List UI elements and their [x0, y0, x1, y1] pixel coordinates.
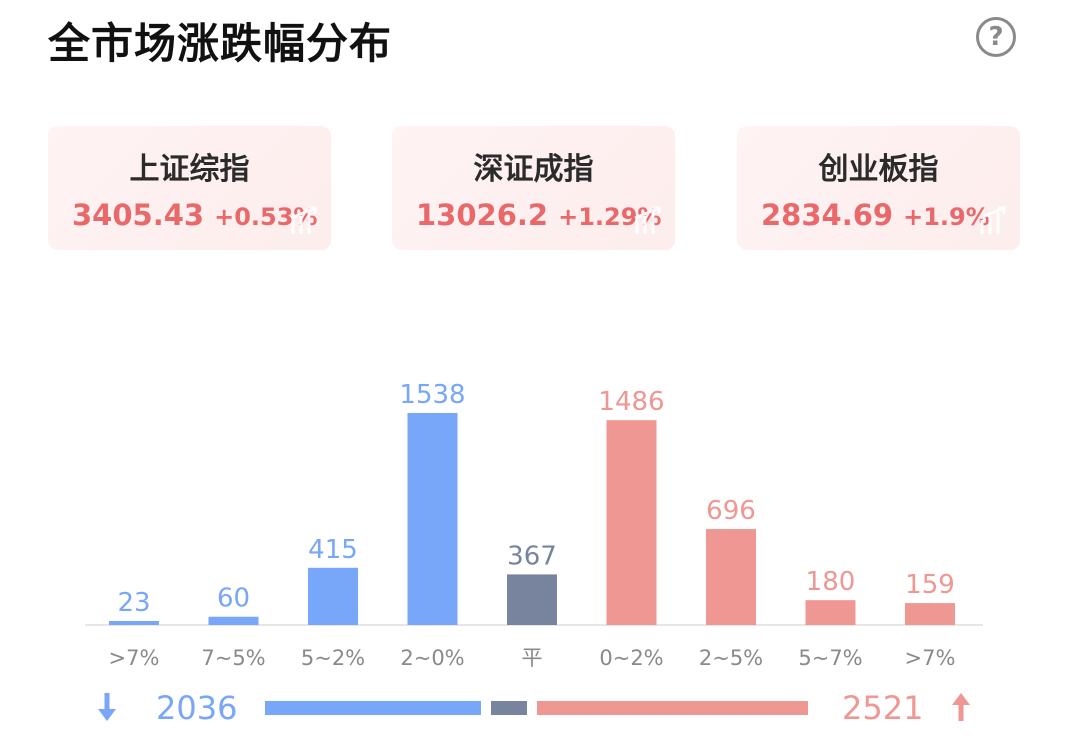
down-total: 2036: [156, 689, 238, 727]
index-name: 创业板指: [818, 152, 939, 187]
value-label-3: 1538: [399, 380, 465, 410]
index-values: 3405.43 +0.53%: [72, 198, 317, 232]
summary-bar: 2036 2521: [0, 685, 1066, 731]
distribution-chart: 23 >7% 60 7~5% 415 5~2% 1538 2~0% 367 平 1486 0~2% 69…: [85, 380, 983, 670]
index-values: 13026.2 +1.29%: [416, 198, 661, 232]
value-label-6: 696: [706, 496, 756, 526]
flat-ratio-bar: [491, 701, 528, 715]
index-card-shanghai[interactable]: 上证综指 3405.43 +0.53%: [48, 126, 331, 250]
index-value: 3405.43: [72, 198, 205, 232]
bar-8[interactable]: [905, 603, 955, 625]
bar-5[interactable]: [606, 420, 657, 625]
arrow-up-icon: [952, 693, 970, 721]
down-ratio-bar: [265, 701, 482, 715]
category-label-4: 平: [522, 646, 543, 670]
index-value: 2834.69: [761, 198, 894, 232]
index-card-chinext[interactable]: 创业板指 2834.69 +1.9%: [737, 126, 1020, 250]
index-change: +1.9%: [903, 203, 990, 231]
category-label-7: 5~7%: [798, 646, 862, 670]
value-label-4: 367: [507, 541, 557, 571]
index-values: 2834.69 +1.9%: [761, 198, 990, 232]
bar-1[interactable]: [208, 616, 259, 625]
category-label-2: 5~2%: [301, 646, 365, 670]
index-name: 上证综指: [129, 152, 250, 187]
trend-up-icon: [290, 206, 317, 234]
arrow-down-icon: [98, 693, 116, 721]
value-label-2: 415: [308, 535, 358, 565]
index-card-shenzhen[interactable]: 深证成指 13026.2 +1.29%: [392, 126, 675, 250]
trend-up-icon: [979, 206, 1006, 234]
category-label-6: 2~5%: [699, 646, 763, 670]
page-title: 全市场涨跌幅分布: [48, 19, 393, 68]
category-label-3: 2~0%: [400, 646, 464, 670]
value-label-0: 23: [117, 588, 150, 618]
index-name: 深证成指: [473, 152, 594, 187]
value-label-1: 60: [217, 584, 250, 614]
index-value: 13026.2: [416, 198, 549, 232]
bar-6[interactable]: [706, 529, 756, 625]
bar-7[interactable]: [805, 600, 856, 625]
category-label-5: 0~2%: [599, 646, 663, 670]
bar-2[interactable]: [308, 567, 358, 625]
value-label-5: 1486: [598, 387, 664, 417]
bar-4[interactable]: [507, 574, 557, 625]
up-total: 2521: [842, 689, 924, 727]
category-label-0: >7%: [109, 646, 160, 670]
category-label-1: 7~5%: [201, 646, 265, 670]
help-icon[interactable]: ?: [976, 17, 1016, 57]
category-label-8: >7%: [905, 646, 956, 670]
bar-3[interactable]: [407, 413, 458, 625]
value-label-7: 180: [806, 567, 856, 597]
trend-up-icon: [634, 206, 661, 234]
up-ratio-bar: [537, 701, 808, 715]
bar-0[interactable]: [109, 621, 159, 625]
value-label-8: 159: [905, 570, 955, 600]
